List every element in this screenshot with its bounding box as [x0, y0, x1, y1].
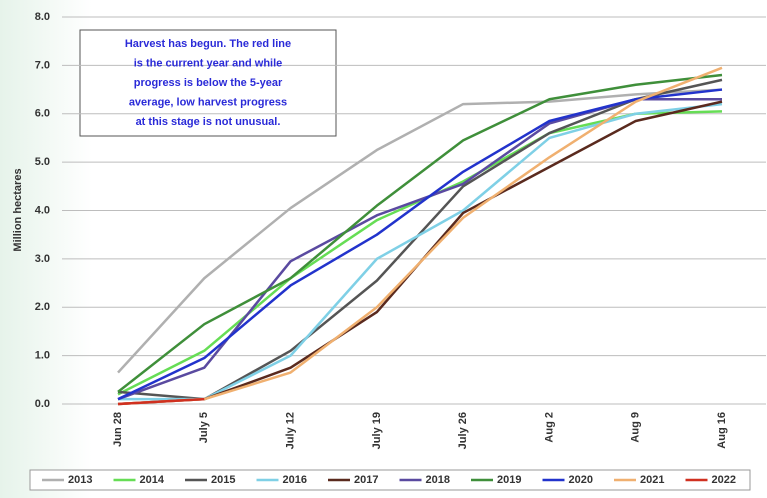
- legend-box: [29, 469, 751, 491]
- y-tick-label: 3.0: [35, 253, 50, 265]
- annotation-box: [79, 29, 337, 137]
- legend-label: 2022: [712, 474, 736, 486]
- annotation-line: progress is below the 5-year: [134, 77, 283, 89]
- legend-label: 2021: [640, 474, 664, 486]
- x-tick-label: Jun 28: [112, 412, 124, 447]
- series-line: [117, 73, 723, 393]
- annotation-line: average, low harvest progress: [129, 96, 287, 108]
- legend-label: 2015: [211, 474, 235, 486]
- x-tick-label: July 19: [371, 412, 383, 449]
- annotation-line: Harvest has begun. The red line: [125, 38, 291, 50]
- x-tick-label: Aug 9: [630, 412, 642, 443]
- y-tick-label: 0.0: [35, 398, 50, 410]
- legend-label: 2019: [497, 474, 521, 486]
- series-line: [117, 397, 205, 406]
- x-tick-label: July 12: [284, 412, 296, 449]
- series-line: [117, 88, 723, 374]
- y-tick-label: 5.0: [35, 156, 50, 168]
- annotation-line: at this stage is not unusual.: [136, 116, 281, 128]
- y-axis-label: Million hectares: [12, 168, 24, 251]
- legend-label: 2014: [140, 474, 165, 486]
- x-tick-label: Aug 2: [543, 412, 555, 443]
- series-line: [118, 102, 723, 401]
- legend-label: 2013: [68, 474, 92, 486]
- x-tick-label: July 5: [198, 412, 210, 443]
- y-tick-label: 7.0: [35, 59, 50, 71]
- y-tick-label: 6.0: [35, 108, 50, 120]
- legend-label: 2016: [283, 474, 307, 486]
- x-tick-label: Aug 16: [716, 412, 728, 449]
- series-line: [117, 66, 723, 406]
- y-tick-label: 8.0: [35, 11, 50, 23]
- legend-label: 2017: [354, 474, 378, 486]
- y-tick-label: 4.0: [35, 204, 50, 216]
- annotation-line: is the current year and while: [134, 57, 283, 69]
- y-tick-label: 1.0: [35, 350, 50, 362]
- y-tick-label: 2.0: [35, 301, 50, 313]
- series-line: [117, 88, 723, 401]
- x-tick-label: July 26: [457, 412, 469, 449]
- legend-label: 2020: [569, 474, 593, 486]
- legend-label: 2018: [426, 474, 450, 486]
